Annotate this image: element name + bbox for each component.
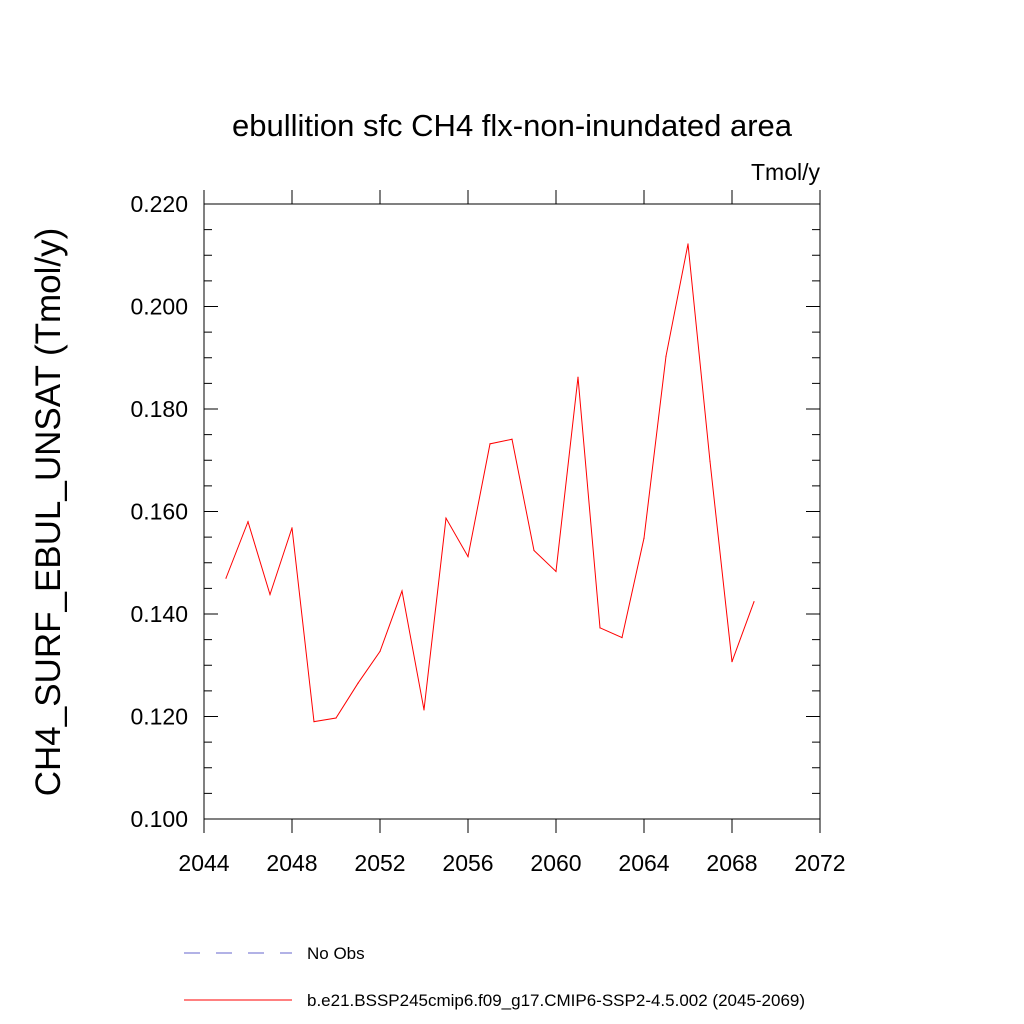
chart-title: ebullition sfc CH4 flx-non-inundated are… [232,108,793,143]
data-point [533,549,535,552]
data-point [709,460,711,462]
data-point [225,577,227,579]
data-point [665,355,667,357]
y-tick-label: 0.180 [130,396,188,422]
data-point [731,661,733,663]
series-line [225,243,755,723]
x-tick-label: 2068 [706,850,757,876]
data-point [269,593,271,596]
x-tick-label: 2048 [266,850,317,876]
data-point [753,601,755,603]
x-tick-label: 2072 [794,850,845,876]
x-axis: 2044 2048 2052 2056 2060 2064 2068 2072 [178,190,846,876]
legend-label-no-obs: No Obs [307,944,365,963]
data-point [467,556,469,558]
y-axis-label: CH4_SURF_EBUL_UNSAT (Tmol/y) [29,228,68,797]
legend-label-model-run: b.e21.BSSP245cmip6.f09_g17.CMIP6-SSP2-4.… [307,991,805,1010]
data-point [489,443,491,445]
data-point [621,636,623,639]
data-point [511,438,513,440]
x-tick-label: 2052 [354,850,405,876]
y-tick-label: 0.200 [130,294,188,320]
data-point [379,650,381,653]
data-point [445,517,447,519]
data-point [423,709,425,711]
legend: No Obs b.e21.BSSP245cmip6.f09_g17.CMIP6-… [184,944,805,1010]
x-tick-label: 2060 [530,850,581,876]
data-point [335,717,337,719]
data-point [357,682,359,684]
y-tick-label: 0.120 [130,704,188,730]
y-tick-label: 0.160 [130,499,188,525]
data-point [401,590,403,592]
y-tick-label: 0.100 [130,806,188,832]
data-point [555,570,557,573]
data-point [687,243,689,245]
plot-frame [203,203,821,820]
x-tick-label: 2064 [618,850,669,876]
y-tick-label: 0.220 [130,191,188,217]
data-point [599,627,601,629]
data-point [313,721,315,723]
series-layer [225,243,755,723]
data-point [643,537,645,539]
units-label: Tmol/y [751,159,821,185]
data-point [577,376,579,378]
data-point [247,521,249,523]
data-point [291,527,293,529]
x-tick-label: 2044 [178,850,229,876]
x-tick-label: 2056 [442,850,493,876]
y-tick-label: 0.140 [130,601,188,627]
y-axis: 0.100 0.120 0.140 0.160 0.180 0.200 0.220 [130,191,820,832]
